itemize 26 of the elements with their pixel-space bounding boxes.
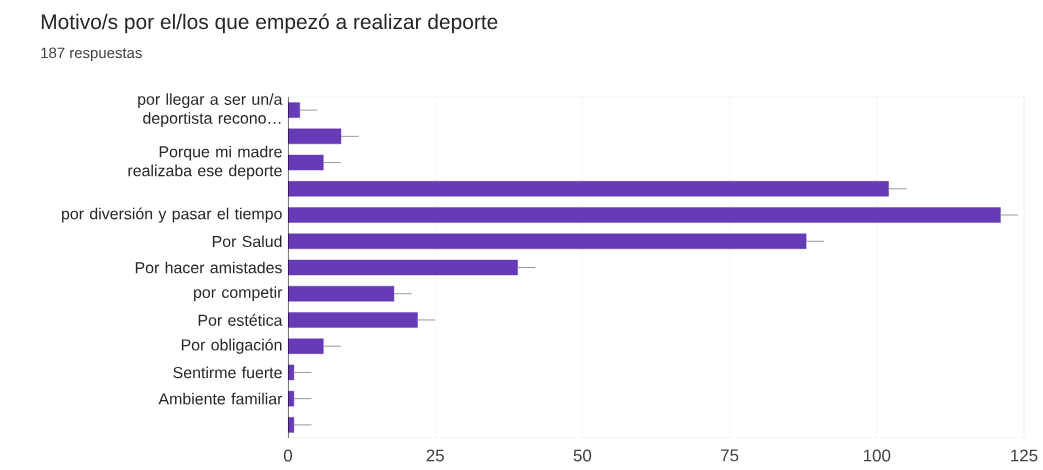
y-tick-label: Porque mi madre realizaba ese deporte	[128, 145, 282, 180]
x-tick-label: 125	[1011, 449, 1038, 462]
y-tick-label: por llegar a ser un/a deportista recono…	[138, 93, 283, 128]
text: 187 respuestas	[41, 47, 142, 62]
y-tick-label: por competir	[194, 286, 283, 302]
bar	[288, 338, 324, 354]
chart-title: Motivo/s por el/los que empezó a realizar deporte	[41, 13, 498, 34]
y-tick-label: por diversión y pasar el tiempo	[62, 207, 282, 223]
y-tick-label: Sentirme fuerte	[173, 366, 282, 379]
bar	[288, 233, 807, 249]
x-tick-label: 75	[721, 449, 739, 462]
y-tick-label: Ambiente familiar	[158, 392, 283, 405]
x-tick-label: 0	[283, 449, 293, 462]
bar	[288, 154, 324, 171]
x-tick-label: 25	[426, 449, 444, 462]
y-tick-label: Por hacer amistades	[135, 261, 282, 274]
x-tick-label: 100	[863, 449, 891, 462]
bar	[288, 312, 418, 328]
bar	[288, 181, 889, 197]
bar	[288, 207, 1001, 223]
bar	[288, 286, 395, 302]
y-tick-label: Por obligación	[181, 338, 282, 354]
bar	[288, 128, 342, 145]
x-tick-label: 50	[573, 449, 592, 462]
y-tick-label: Por estética	[198, 314, 283, 326]
y-tick-label: Por Salud	[212, 235, 282, 248]
